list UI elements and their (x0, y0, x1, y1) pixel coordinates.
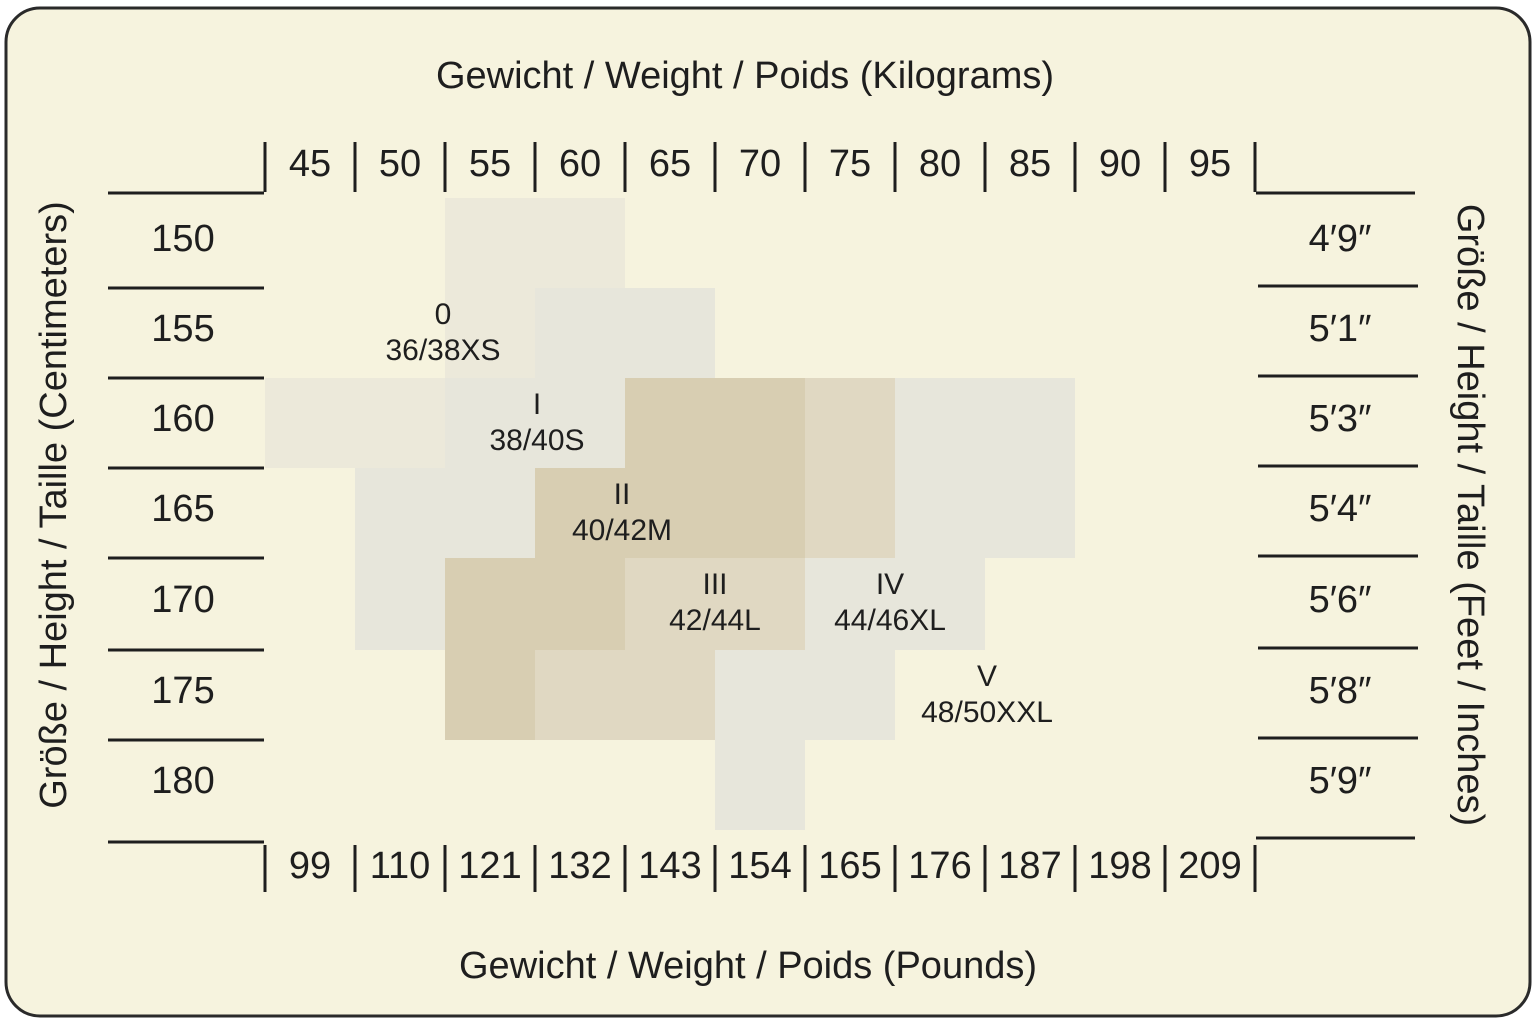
top-title: Gewicht / Weight / Poids (Kilograms) (436, 55, 1054, 97)
size-code: 38/40S (489, 424, 584, 457)
size-area (805, 378, 895, 468)
size-area (535, 468, 805, 558)
left-title: Größe / Height / Taille (Centimeters) (33, 201, 75, 809)
size-roman: I (533, 388, 541, 421)
cm-label: 155 (151, 308, 214, 350)
size-code: 40/42M (572, 514, 672, 547)
size-area (625, 558, 805, 650)
size-areas (265, 198, 1075, 830)
kg-label: 60 (559, 143, 601, 185)
feet-label: 4′9″ (1309, 218, 1372, 260)
lb-label: 209 (1178, 845, 1241, 887)
cm-label: 150 (151, 218, 214, 260)
size-area (895, 378, 1075, 468)
right-title: Größe / Height / Taille (Feet / Inches) (1449, 204, 1491, 826)
kg-label: 85 (1009, 143, 1051, 185)
size-area (355, 558, 445, 650)
size-area (895, 468, 1075, 558)
cm-label: 180 (151, 760, 214, 802)
size-roman: II (614, 478, 631, 511)
kg-label: 45 (289, 143, 331, 185)
feet-label: 5′9″ (1309, 760, 1372, 802)
kg-label: 70 (739, 143, 781, 185)
kg-label: 65 (649, 143, 691, 185)
lb-label: 132 (548, 845, 611, 887)
size-area (265, 378, 445, 468)
cm-label: 170 (151, 579, 214, 621)
kg-label: 90 (1099, 143, 1141, 185)
size-area (445, 378, 625, 468)
size-area (715, 650, 895, 740)
kg-label: 55 (469, 143, 511, 185)
size-code: 48/50XXL (921, 696, 1053, 729)
size-area (805, 558, 985, 650)
size-area (535, 650, 715, 740)
cm-label: 165 (151, 488, 214, 530)
size-area (625, 378, 805, 468)
rules (108, 142, 1418, 892)
lb-label: 187 (998, 845, 1061, 887)
lb-label: 110 (370, 845, 431, 887)
feet-label: 5′8″ (1309, 670, 1372, 712)
size-area (355, 468, 535, 558)
size-code: 36/38XS (385, 334, 500, 367)
feet-label: 5′6″ (1309, 579, 1372, 621)
lb-label: 99 (289, 845, 331, 887)
lb-label: 154 (728, 845, 791, 887)
lb-label: 143 (638, 845, 701, 887)
size-roman: 0 (435, 298, 452, 331)
size-area (445, 558, 625, 650)
bottom-title: Gewicht / Weight / Poids (Pounds) (459, 945, 1037, 987)
size-code: 44/46XL (834, 604, 946, 637)
size-area (805, 468, 895, 558)
lb-label: 165 (818, 845, 881, 887)
cm-label: 175 (151, 670, 214, 712)
kg-label: 75 (829, 143, 871, 185)
size-roman: III (702, 568, 727, 601)
feet-label: 5′1″ (1309, 308, 1372, 350)
lb-label: 176 (908, 845, 971, 887)
kg-label: 95 (1189, 143, 1231, 185)
cm-label: 160 (151, 398, 214, 440)
size-area (445, 650, 535, 740)
feet-label: 5′3″ (1309, 398, 1372, 440)
size-roman: IV (876, 568, 904, 601)
lb-label: 121 (458, 845, 521, 887)
size-roman: V (977, 660, 997, 693)
size-code: 42/44L (669, 604, 761, 637)
size-area (535, 288, 715, 378)
kg-label: 50 (379, 143, 421, 185)
size-area (715, 740, 805, 830)
lb-label: 198 (1088, 845, 1151, 887)
kg-label: 80 (919, 143, 961, 185)
feet-label: 5′4″ (1309, 488, 1372, 530)
